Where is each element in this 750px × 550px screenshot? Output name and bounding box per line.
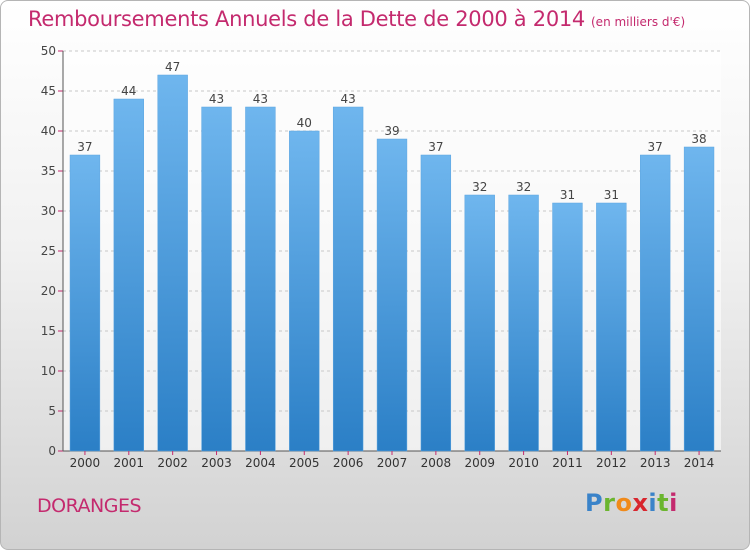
logo-letter: r	[603, 489, 616, 517]
x-tick-label-2008: 2008	[421, 456, 452, 470]
bar-2004	[245, 106, 276, 452]
x-tick-label-2001: 2001	[114, 456, 145, 470]
data-label-2009: 32	[472, 180, 487, 194]
logo-letter: o	[615, 489, 633, 517]
x-tick-label-2011: 2011	[552, 456, 583, 470]
x-tick-label-2010: 2010	[508, 456, 539, 470]
data-label-2014: 38	[691, 132, 706, 146]
logo-letter: x	[632, 489, 649, 517]
proxiti-logo[interactable]: Proxiti	[585, 489, 678, 517]
chart-title-text: Remboursements Annuels de la Dette de 20…	[28, 7, 585, 31]
y-tick-label: 0	[48, 444, 56, 458]
bar-2009	[464, 194, 495, 452]
x-tick-label-2002: 2002	[157, 456, 188, 470]
data-label-2010: 32	[516, 180, 531, 194]
bar-2010	[508, 194, 539, 452]
y-tick-label: 45	[41, 84, 56, 98]
data-label-2012: 31	[604, 188, 619, 202]
logo-letter: i	[669, 489, 678, 517]
bar-2006	[332, 106, 364, 452]
y-tick-label: 35	[41, 164, 56, 178]
y-tick-label: 25	[41, 244, 56, 258]
bar-2000	[69, 154, 101, 452]
bar-2008	[420, 154, 452, 452]
bar-2003	[201, 106, 232, 452]
x-tick-label-2006: 2006	[333, 456, 364, 470]
commune-name: DORANGES	[37, 495, 142, 517]
x-tick-label-2003: 2003	[201, 456, 232, 470]
x-tick-label-2005: 2005	[289, 456, 320, 470]
data-label-2007: 39	[384, 124, 399, 138]
bar-2012	[596, 202, 627, 452]
x-tick-label-2004: 2004	[245, 456, 276, 470]
x-tick-label-2014: 2014	[684, 456, 715, 470]
bar-2013	[640, 154, 671, 452]
data-label-2001: 44	[121, 84, 136, 98]
logo-letter: P	[585, 489, 604, 517]
y-tick-label: 10	[41, 364, 56, 378]
chart-unit-label: (en milliers d'€)	[591, 15, 686, 29]
y-tick-label: 50	[41, 44, 56, 58]
bar-2007	[376, 138, 408, 452]
data-label-2006: 43	[340, 92, 355, 106]
bar-2002	[157, 74, 188, 452]
chart-title: Remboursements Annuels de la Dette de 20…	[28, 7, 685, 31]
y-tick-label: 30	[41, 204, 56, 218]
x-tick-label-2009: 2009	[464, 456, 495, 470]
data-label-2003: 43	[209, 92, 224, 106]
x-tick-label-2007: 2007	[377, 456, 408, 470]
data-label-2005: 40	[297, 116, 312, 130]
x-tick-label-2012: 2012	[596, 456, 627, 470]
logo-letter: i	[648, 489, 658, 517]
y-tick-label: 15	[41, 324, 56, 338]
x-tick-label-2013: 2013	[640, 456, 671, 470]
x-tick-label-2000: 2000	[70, 456, 101, 470]
logo-letter: t	[657, 489, 670, 517]
bar-2001	[113, 98, 144, 452]
data-label-2004: 43	[253, 92, 268, 106]
data-label-2011: 31	[560, 188, 575, 202]
bar-2011	[552, 202, 583, 452]
data-label-2002: 47	[165, 60, 180, 74]
y-tick-label: 5	[48, 404, 56, 418]
data-label-2013: 37	[648, 140, 663, 154]
y-tick-label: 20	[41, 284, 56, 298]
y-tick-label: 40	[41, 124, 56, 138]
bar-2005	[289, 130, 320, 452]
bar-2014	[683, 146, 715, 452]
data-label-2000: 37	[77, 140, 92, 154]
data-label-2008: 37	[428, 140, 443, 154]
